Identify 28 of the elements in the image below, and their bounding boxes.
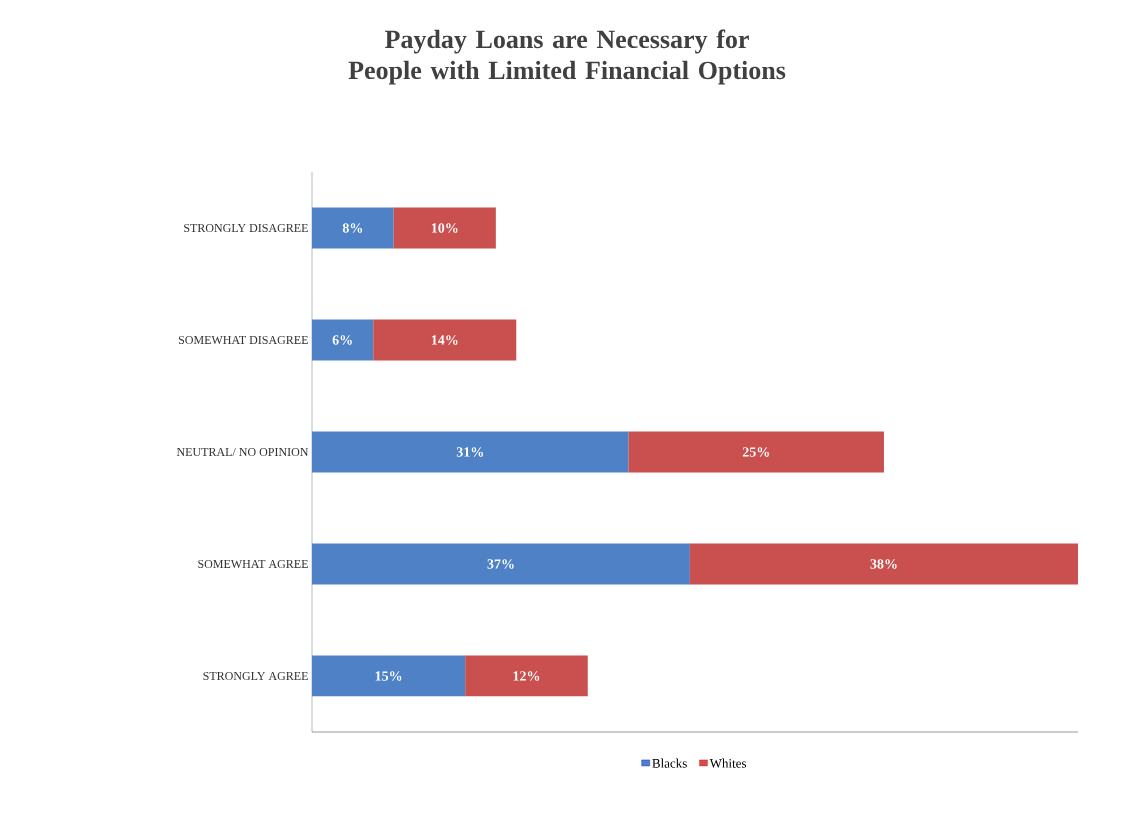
data-label: 15%	[375, 671, 402, 681]
chart-title: Payday Loans are Necessary for People with Limited Financial Options	[348, 29, 786, 85]
y-tick-label: NEUTRAL/ NO OPINION	[176, 447, 309, 457]
bar	[465, 655, 588, 697]
bar	[312, 655, 466, 697]
legend-label: Blacks	[652, 758, 687, 768]
data-label: 10%	[431, 223, 458, 233]
bar	[312, 319, 374, 361]
bar	[393, 207, 496, 249]
data-label: 12%	[513, 671, 540, 681]
y-tick-label: SOMEWHAT DISAGREE	[178, 335, 308, 345]
data-label: 37%	[487, 559, 514, 569]
bar	[312, 207, 394, 249]
data-label: 14%	[431, 335, 458, 345]
y-tick-label: SOMEWHAT AGREE	[198, 559, 308, 569]
data-label: 8%	[342, 223, 363, 233]
bar	[689, 543, 1079, 585]
bar	[373, 319, 517, 361]
data-label: 31%	[456, 447, 483, 457]
y-tick-label: STRONGLY DISAGREE	[184, 223, 308, 233]
bar	[312, 543, 690, 585]
data-label: 6%	[332, 335, 352, 345]
data-label: 38%	[870, 559, 897, 569]
legend-label: Whites	[709, 758, 747, 768]
bar	[312, 431, 629, 473]
y-tick-label: STRONGLY AGREE	[203, 671, 308, 681]
bar	[628, 431, 884, 473]
data-label: 25%	[742, 447, 769, 457]
